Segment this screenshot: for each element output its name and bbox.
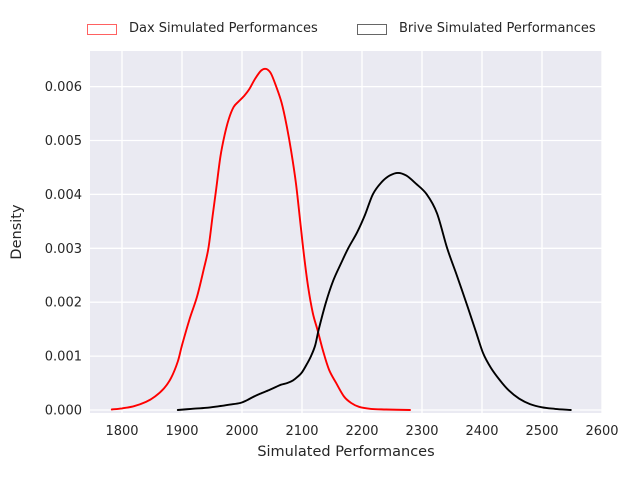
legend-item-brive: Brive Simulated Performances: [357, 21, 596, 37]
legend: Dax Simulated Performances Brive Simulat…: [0, 0, 640, 46]
x-axis-label: Simulated Performances: [257, 444, 434, 460]
x-tick-label: 2200: [345, 424, 378, 439]
x-tick-label: 2100: [285, 424, 318, 439]
density-curve-dax: [110, 67, 411, 411]
density-curve-brive: [176, 171, 572, 411]
x-tick-label: 2000: [225, 424, 258, 439]
y-axis-label: Density: [9, 204, 25, 260]
legend-item-dax: Dax Simulated Performances: [87, 21, 318, 37]
y-tick-label: 0.002: [45, 296, 82, 311]
y-tick-label: 0.005: [45, 134, 82, 149]
x-tick-label: 1900: [165, 424, 198, 439]
x-tick-label: 2300: [405, 424, 438, 439]
x-tick-label: 1800: [105, 424, 138, 439]
x-tick-label: 2600: [585, 424, 618, 439]
y-tick-label: 0.001: [45, 350, 82, 365]
dax-legend-label: Dax Simulated Performances: [129, 21, 318, 36]
y-tick-label: 0.006: [45, 80, 82, 95]
dax-legend-swatch: [87, 23, 117, 35]
plot-background: [90, 51, 602, 413]
brive-legend-swatch: [357, 23, 387, 35]
y-tick-label: 0.000: [45, 404, 82, 419]
x-tick-label: 2400: [465, 424, 498, 439]
x-tick-label: 2500: [525, 424, 558, 439]
y-tick-label: 0.003: [45, 242, 82, 257]
brive-legend-label: Brive Simulated Performances: [399, 21, 596, 36]
y-tick-label: 0.004: [45, 188, 82, 203]
